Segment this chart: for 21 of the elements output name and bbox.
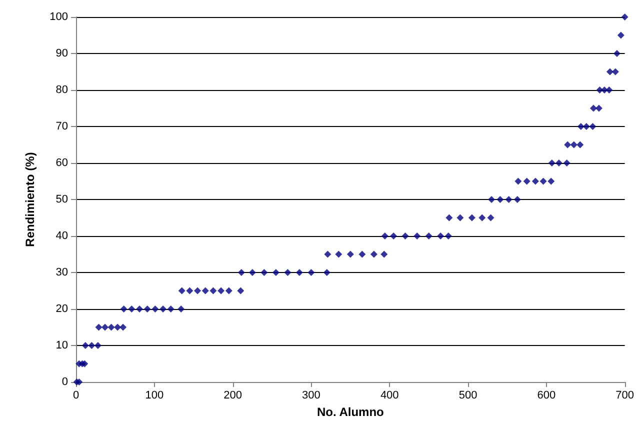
y-tick-label: 20 <box>56 303 68 315</box>
x-tick-label: 700 <box>616 390 634 402</box>
y-tick-label: 30 <box>56 266 68 278</box>
y-tick-label: 100 <box>50 11 68 23</box>
y-axis-title: Rendimiento (%) <box>23 152 37 247</box>
x-tick-label: 600 <box>537 390 556 402</box>
y-tick-label: 60 <box>56 157 68 169</box>
x-tick-label: 200 <box>224 390 242 402</box>
x-tick-label: 100 <box>145 390 164 402</box>
x-tick-label: 300 <box>302 390 320 402</box>
x-tick-label: 0 <box>72 390 80 402</box>
y-tick-label: 10 <box>56 340 68 352</box>
x-tick-label: 400 <box>380 390 399 402</box>
x-axis-title: No. Alumno <box>316 405 384 419</box>
y-tick-label: 40 <box>56 230 68 242</box>
y-tick-label: 70 <box>56 120 68 132</box>
y-tick-label: 0 <box>62 376 68 388</box>
y-tick-label: 80 <box>56 84 68 96</box>
y-tick-label: 50 <box>56 194 68 206</box>
x-tick-label: 500 <box>458 390 478 402</box>
y-tick-label: 90 <box>56 48 68 60</box>
